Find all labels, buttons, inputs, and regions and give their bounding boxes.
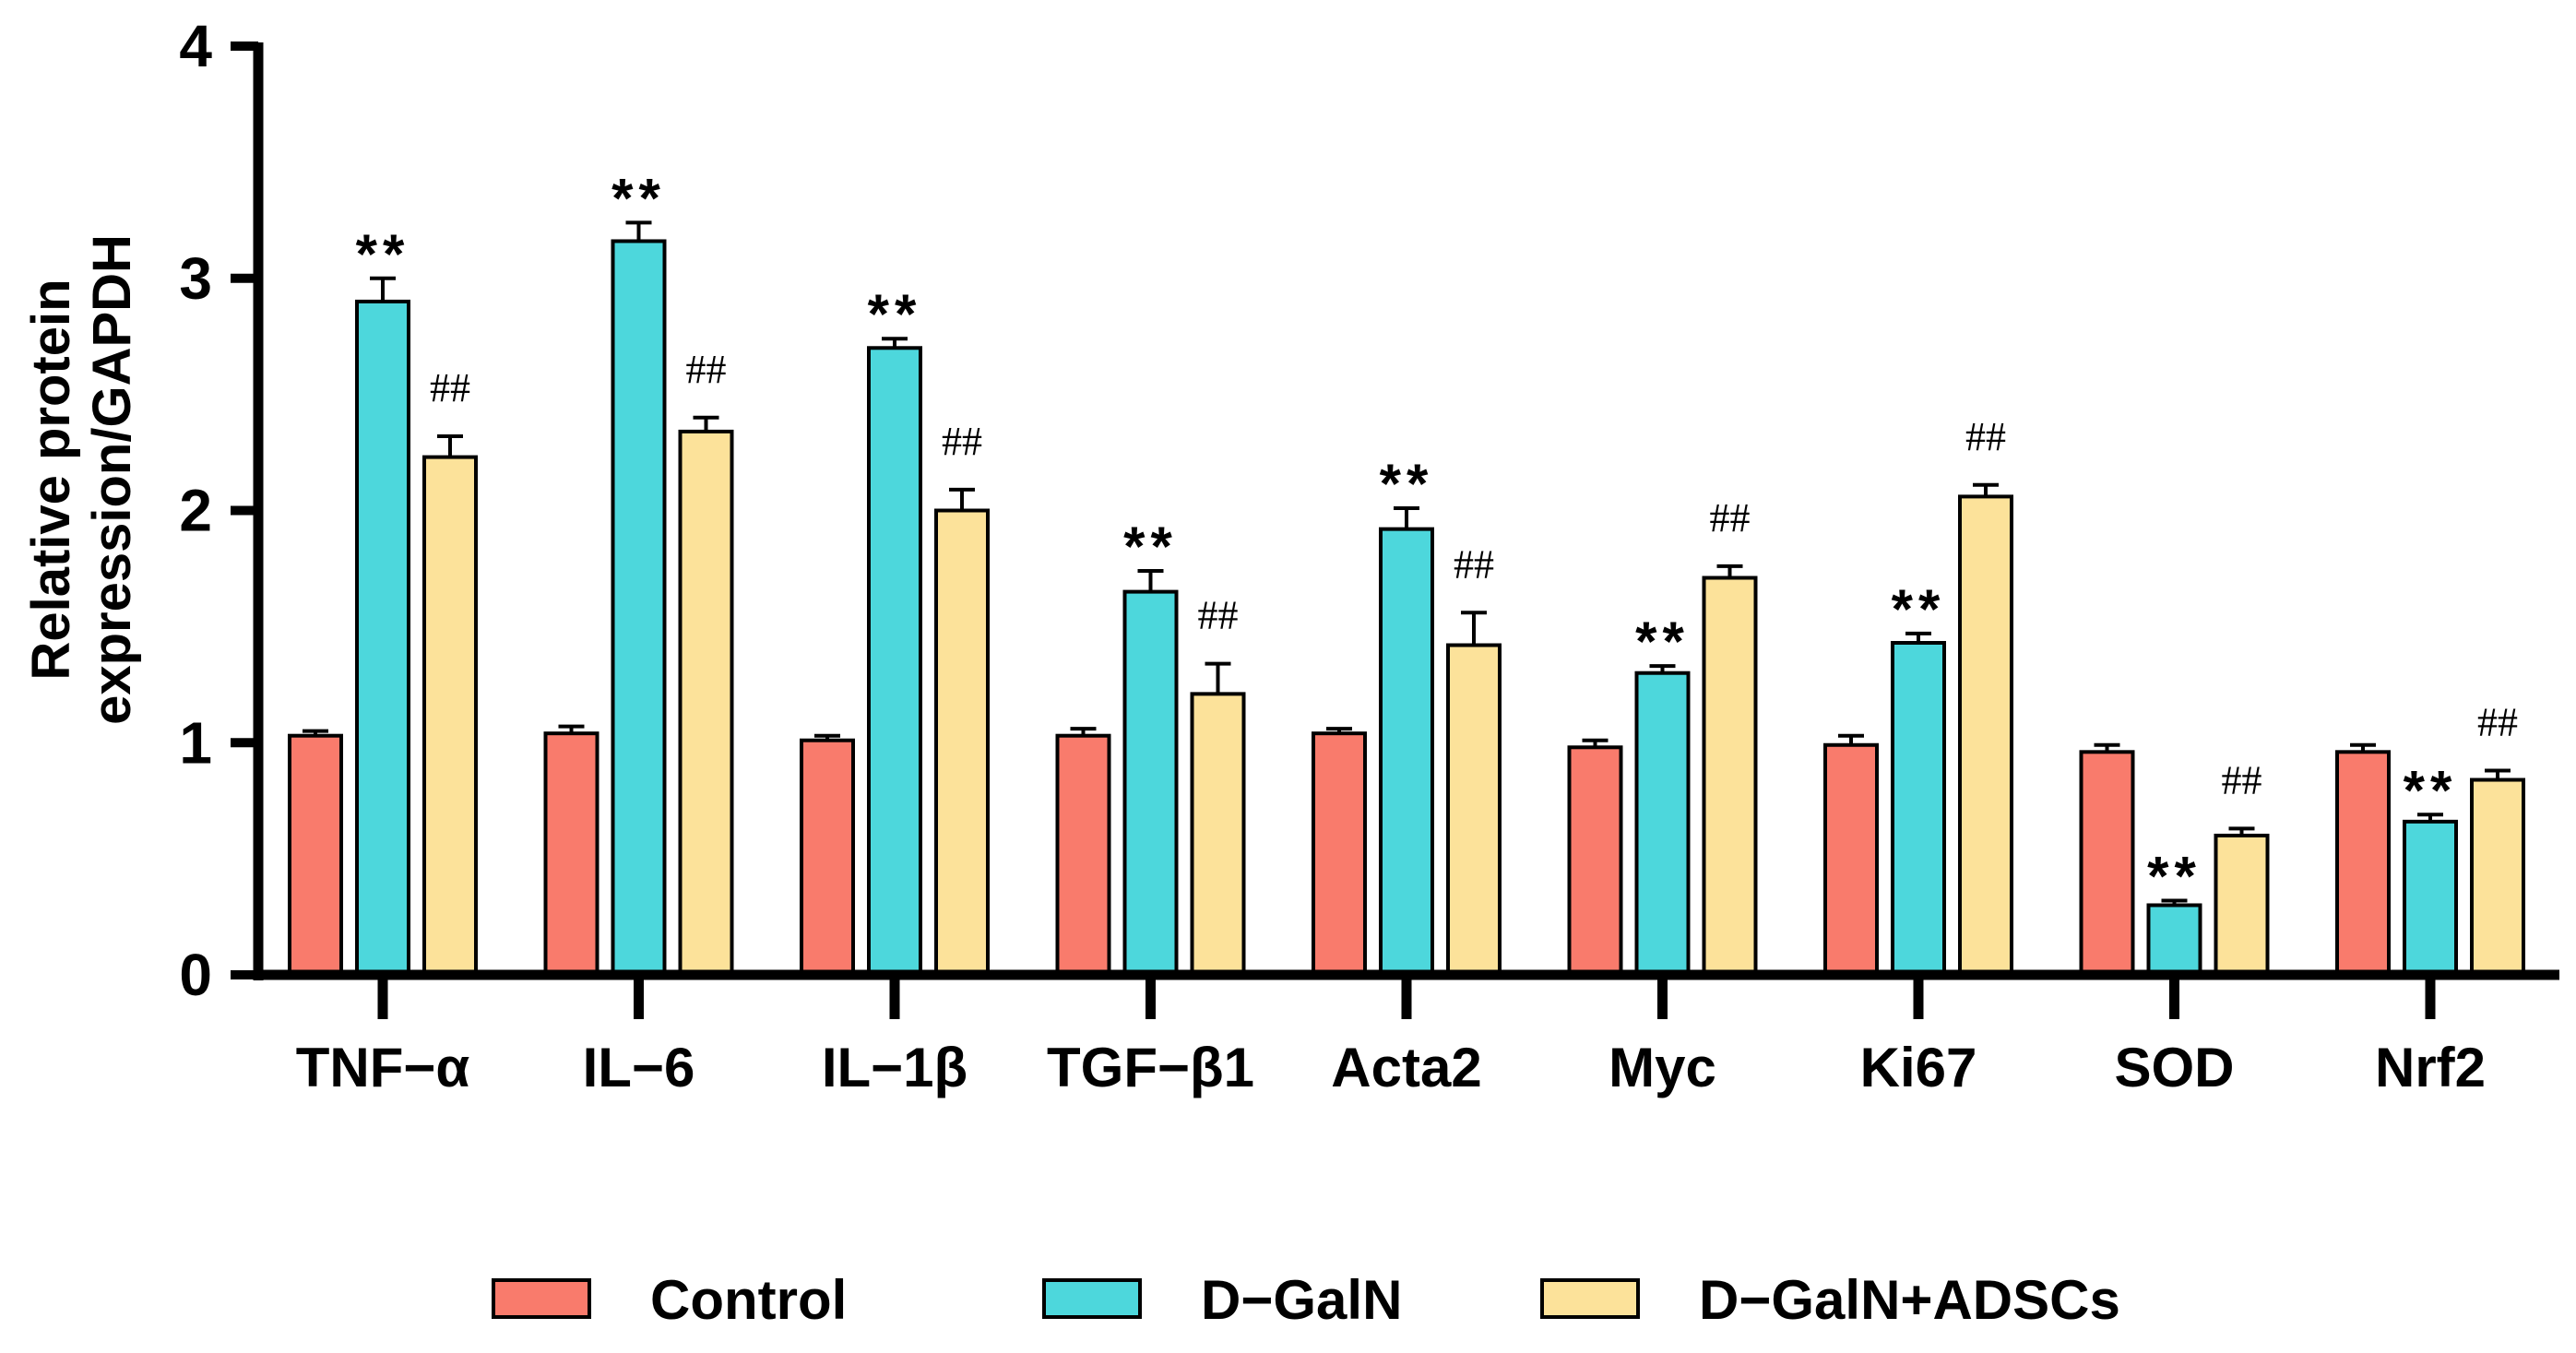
significance-stars-2: ** — [868, 283, 922, 345]
legend-label-2: D−GalN+ADSCs — [1699, 1269, 2120, 1331]
significance-stars-5: ** — [1635, 611, 1690, 672]
significance-hash-1: ## — [686, 347, 727, 392]
bar-1-7 — [2146, 903, 2202, 977]
bar-0-1 — [543, 731, 599, 977]
y-axis-label-line-2: expression/GAPDH — [82, 234, 142, 725]
bar-1-0 — [355, 299, 410, 977]
legend-label-1: D−GalN — [1201, 1269, 1402, 1331]
y-tick-label-3: 3 — [179, 245, 212, 312]
significance-hash-3: ## — [1198, 593, 1239, 638]
category-label-3: TGF−β1 — [1047, 1037, 1254, 1098]
significance-hash-8: ## — [2477, 699, 2518, 744]
bar-0-4 — [1312, 731, 1367, 977]
legend-swatch-1 — [1042, 1278, 1142, 1319]
significance-hash-2: ## — [942, 419, 982, 464]
bar-2-2 — [934, 508, 990, 977]
error-bars-layer — [303, 220, 2511, 906]
category-label-1: IL−6 — [583, 1037, 695, 1098]
bar-1-6 — [1891, 640, 1946, 977]
axes-layer: 0 1 2 3 4 TNF−α IL−6 IL−1β TGF−β1 Acta2 Myc Ki67 SOD… — [179, 13, 2559, 1098]
legend-label-0: Control — [650, 1269, 847, 1331]
y-axis-label-line-1: Relative protein — [21, 279, 81, 680]
significance-stars-1: ** — [611, 167, 666, 229]
significance-hash-7: ## — [2222, 757, 2262, 802]
legend-swatch-0 — [492, 1278, 591, 1319]
bar-2-5 — [1702, 576, 1758, 977]
bar-0-5 — [1567, 745, 1623, 977]
significance-hash-0: ## — [430, 365, 470, 410]
bar-1-5 — [1634, 671, 1691, 977]
legend: Control D−GalN D−GalN+ADSCs — [492, 1269, 2120, 1331]
bar-2-7 — [2214, 833, 2270, 978]
bar-1-3 — [1122, 589, 1179, 977]
annotations-layer: ** ## ** ## ** ## ** ## ** ## ** ## ** ## ** ## ** ## — [356, 167, 2518, 907]
category-label-6: Ki67 — [1860, 1037, 1977, 1098]
category-label-8: Nrf2 — [2375, 1037, 2486, 1098]
category-label-0: TNF−α — [296, 1037, 470, 1098]
significance-stars-3: ** — [1123, 516, 1178, 577]
bar-0-7 — [2079, 750, 2135, 977]
bar-2-1 — [678, 429, 734, 977]
significance-stars-7: ** — [2147, 845, 2202, 907]
category-label-7: SOD — [2114, 1037, 2234, 1098]
bar-0-8 — [2335, 750, 2391, 977]
bar-0-2 — [800, 738, 855, 977]
y-tick-label-4: 4 — [179, 13, 212, 79]
y-tick-label-1: 1 — [179, 709, 212, 776]
bar-2-3 — [1190, 692, 1246, 977]
bar-2-0 — [422, 455, 478, 978]
bar-2-6 — [1958, 494, 2013, 977]
significance-stars-8: ** — [2404, 759, 2458, 821]
category-label-2: IL−1β — [822, 1037, 967, 1098]
legend-swatch-2 — [1540, 1278, 1640, 1319]
bar-1-1 — [611, 239, 667, 978]
y-tick-label-0: 0 — [179, 942, 212, 1008]
bar-0-3 — [1055, 733, 1111, 977]
bar-1-8 — [2403, 819, 2458, 977]
bar-1-2 — [867, 346, 922, 977]
bar-0-6 — [1823, 742, 1879, 978]
significance-hash-5: ## — [1710, 495, 1751, 540]
bar-0-0 — [288, 733, 343, 977]
significance-stars-0: ** — [356, 223, 410, 285]
bar-2-8 — [2470, 777, 2525, 978]
significance-stars-6: ** — [1892, 578, 1946, 640]
significance-hash-6: ## — [1965, 414, 2006, 459]
category-label-5: Myc — [1609, 1037, 1716, 1098]
y-tick-label-2: 2 — [179, 478, 212, 544]
significance-hash-4: ## — [1454, 541, 1494, 587]
y-axis-label: Relative protein expression/GAPDH — [21, 234, 142, 725]
significance-stars-4: ** — [1380, 453, 1434, 515]
category-label-4: Acta2 — [1331, 1037, 1481, 1098]
bar-2-4 — [1446, 643, 1502, 977]
bar-1-4 — [1379, 527, 1434, 977]
